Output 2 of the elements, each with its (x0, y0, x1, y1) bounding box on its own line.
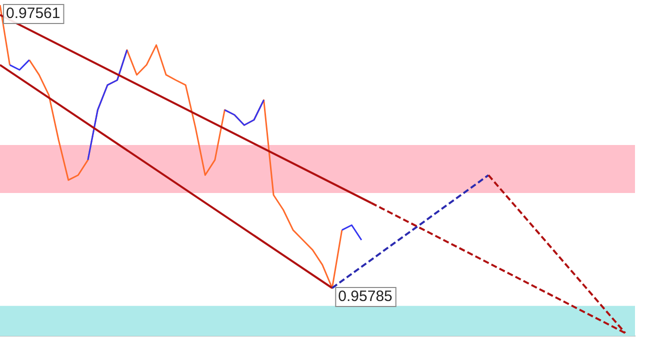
annotation: 0.97561 (6, 5, 60, 22)
annotation: 0.95785 (338, 288, 392, 306)
